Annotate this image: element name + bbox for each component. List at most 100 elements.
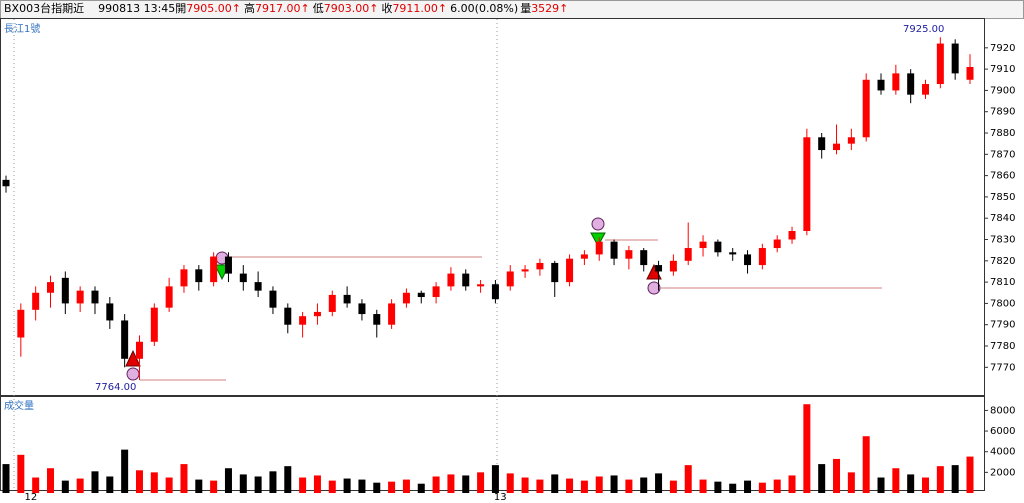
y-tick-label: 7910 <box>990 64 1015 75</box>
candle-body <box>269 290 277 308</box>
candle-body <box>684 248 692 261</box>
candle-body <box>625 250 633 259</box>
volume-bar <box>210 480 218 493</box>
signals <box>125 217 882 381</box>
signal-badge <box>126 367 140 381</box>
candle-body <box>922 84 930 95</box>
volume-bar <box>477 472 485 493</box>
candle-body <box>239 273 247 283</box>
candle-body <box>862 79 870 138</box>
volume-tick-label: 2000 <box>990 467 1015 478</box>
candle-body <box>818 137 826 151</box>
candle-body <box>655 265 663 272</box>
volume-bar <box>224 468 232 493</box>
volume-bar <box>388 481 396 493</box>
candle-body <box>180 269 188 287</box>
panel-title: 長江1號 <box>4 22 40 35</box>
y-tick-label: 7860 <box>990 171 1015 182</box>
volume-bar <box>61 480 69 493</box>
y-tick-label: 7890 <box>990 107 1015 118</box>
x-tick-label: 13 <box>494 492 507 503</box>
annotation: 7925.00 <box>903 24 944 35</box>
volume-bar <box>862 436 870 493</box>
candle-body <box>76 290 84 304</box>
candle-body <box>699 241 707 249</box>
candle-body <box>284 307 292 325</box>
candle-body <box>210 256 218 283</box>
header-text: 收 <box>381 1 392 15</box>
volume-bar <box>254 476 262 493</box>
volume-bar <box>239 474 247 493</box>
header: BX003台指期近 990813 13:45 開 7905.00↑ 高 7917.00↑ 低… <box>4 1 568 15</box>
volume-bar <box>417 483 425 493</box>
candle-body <box>714 241 722 253</box>
volume-bar <box>299 477 307 493</box>
header-text: 低 <box>313 2 324 15</box>
candle-body <box>32 292 40 310</box>
volume-bar <box>373 482 381 493</box>
candle-body <box>744 254 752 266</box>
volume-bar <box>922 477 930 493</box>
candle-body <box>477 284 485 287</box>
volume-bar <box>2 464 10 493</box>
header-text: 7905.00↑ <box>186 2 241 15</box>
volume-bar <box>580 480 588 493</box>
y-tick-label: 7870 <box>990 149 1015 160</box>
volume-bar <box>521 477 529 493</box>
candle-body <box>402 292 410 304</box>
volume-bar <box>462 475 470 493</box>
volume-bar <box>744 480 752 493</box>
volume-bar <box>91 471 99 493</box>
candle-body <box>536 262 544 270</box>
volume-bar <box>818 464 826 493</box>
candle-body <box>447 273 455 287</box>
header-text: BX003台指期近 <box>4 1 84 15</box>
volume-bar <box>551 474 559 493</box>
volume-tick-label: 8000 <box>990 405 1015 416</box>
volume-bar <box>328 480 336 493</box>
candle-body <box>580 254 588 259</box>
candle-body <box>195 269 203 283</box>
volume-bar <box>788 475 796 493</box>
volume-bar <box>847 472 855 493</box>
volume-bar <box>640 477 648 493</box>
candle-body <box>951 43 959 74</box>
candle-body <box>758 248 766 266</box>
y-tick-label: 7810 <box>990 277 1015 288</box>
volume-bar <box>758 482 766 493</box>
volume-bar <box>536 479 544 493</box>
volume-bar <box>566 478 574 493</box>
y-tick-label: 7770 <box>990 362 1015 373</box>
header-text: 開 <box>175 2 186 15</box>
volume-bar <box>106 476 114 493</box>
volume-bar <box>936 466 944 493</box>
candle-body <box>343 294 351 304</box>
candle-body <box>135 341 143 359</box>
annotation: 7764.00 <box>95 382 136 393</box>
candle-body <box>46 282 54 293</box>
buy-signal <box>646 263 662 280</box>
volume-bar <box>699 479 707 493</box>
header-text: 7903.00↑ <box>324 2 379 15</box>
candle-body <box>150 307 158 342</box>
candle-body <box>491 284 499 300</box>
volume-bar <box>610 475 618 493</box>
candle-body <box>61 277 69 304</box>
volume-bar <box>269 471 277 493</box>
candle-body <box>462 273 470 287</box>
candle-body <box>358 303 366 315</box>
candle-body <box>936 43 944 85</box>
candle-body <box>892 73 900 91</box>
header-text: 3529↑ <box>531 2 568 15</box>
volume-bar <box>17 454 25 493</box>
candle-body <box>121 320 129 359</box>
volume-bar <box>506 473 514 493</box>
volume-bar <box>76 478 84 493</box>
volume-bar <box>165 477 173 493</box>
candle-body <box>877 79 885 91</box>
volume-bar <box>877 477 885 493</box>
y-tick-label: 7880 <box>990 128 1015 139</box>
y-tick-label: 7830 <box>990 235 1015 246</box>
signal-badge <box>591 217 605 231</box>
